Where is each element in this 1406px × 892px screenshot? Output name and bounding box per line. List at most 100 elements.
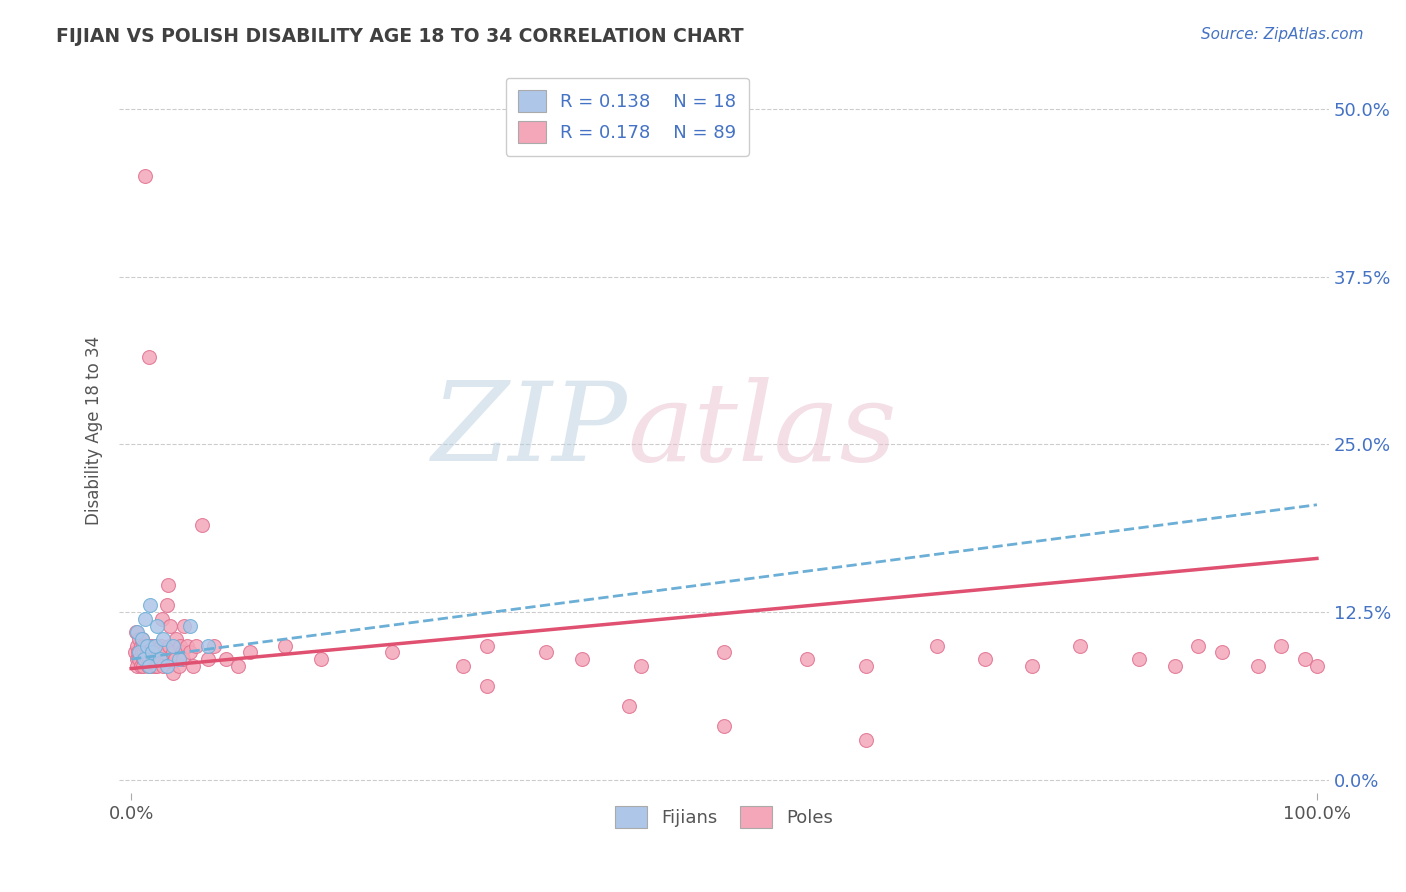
Point: [138, 658, 160, 673]
Point: [1187, 639, 1209, 653]
Point: [125, 639, 148, 653]
Point: [1306, 658, 1329, 673]
Point: [132, 639, 155, 653]
Point: [143, 639, 166, 653]
Point: [162, 665, 184, 680]
Point: [215, 652, 238, 666]
Point: [1128, 652, 1150, 666]
Point: [134, 639, 156, 653]
Point: [169, 639, 191, 653]
Point: [142, 652, 165, 666]
Point: [191, 517, 214, 532]
Point: [186, 639, 208, 653]
Point: [630, 658, 652, 673]
Point: [148, 645, 170, 659]
Point: [134, 645, 156, 659]
Point: [167, 658, 190, 673]
Point: [139, 599, 162, 613]
Point: [226, 658, 249, 673]
Point: [125, 625, 148, 640]
Point: [152, 632, 174, 646]
Point: [309, 652, 332, 666]
Point: [617, 699, 640, 714]
Point: [475, 679, 498, 693]
Text: FIJIAN VS POLISH DISABILITY AGE 18 TO 34 CORRELATION CHART: FIJIAN VS POLISH DISABILITY AGE 18 TO 34…: [56, 27, 744, 45]
Point: [1163, 658, 1185, 673]
Point: [134, 652, 156, 666]
Point: [381, 645, 404, 659]
Point: [713, 645, 735, 659]
Point: [125, 658, 148, 673]
Point: [141, 639, 163, 653]
Point: [855, 658, 877, 673]
Point: [128, 632, 150, 646]
Point: [176, 639, 198, 653]
Point: [149, 652, 172, 666]
Point: [534, 645, 557, 659]
Point: [129, 639, 152, 653]
Point: [1069, 639, 1091, 653]
Point: [796, 652, 818, 666]
Point: [163, 652, 186, 666]
Point: [131, 632, 153, 646]
Y-axis label: Disability Age 18 to 34: Disability Age 18 to 34: [86, 336, 103, 525]
Point: [139, 645, 162, 659]
Point: [134, 612, 156, 626]
Point: [1211, 645, 1233, 659]
Point: [141, 645, 163, 659]
Point: [146, 618, 169, 632]
Text: Source: ZipAtlas.com: Source: ZipAtlas.com: [1201, 27, 1364, 42]
Point: [571, 652, 593, 666]
Point: [239, 645, 262, 659]
Text: atlas: atlas: [627, 377, 897, 484]
Point: [128, 645, 150, 659]
Point: [127, 645, 149, 659]
Point: [143, 645, 166, 659]
Point: [973, 652, 995, 666]
Point: [475, 639, 498, 653]
Point: [138, 639, 160, 653]
Point: [129, 658, 152, 673]
Point: [855, 732, 877, 747]
Point: [128, 652, 150, 666]
Point: [125, 652, 148, 666]
Point: [131, 645, 153, 659]
Point: [179, 645, 201, 659]
Point: [159, 618, 181, 632]
Point: [134, 169, 156, 183]
Point: [172, 652, 194, 666]
Point: [156, 658, 179, 673]
Point: [132, 652, 155, 666]
Point: [150, 612, 173, 626]
Point: [1270, 639, 1292, 653]
Point: [1246, 658, 1268, 673]
Point: [153, 645, 176, 659]
Point: [135, 652, 157, 666]
Point: [451, 658, 474, 673]
Point: [143, 658, 166, 673]
Point: [132, 658, 155, 673]
Point: [162, 639, 184, 653]
Point: [202, 639, 225, 653]
Point: [156, 599, 179, 613]
Point: [173, 618, 195, 632]
Text: ZIP: ZIP: [432, 377, 627, 484]
Point: [131, 632, 153, 646]
Point: [157, 639, 180, 653]
Point: [135, 645, 157, 659]
Point: [197, 652, 219, 666]
Point: [124, 645, 146, 659]
Point: [1021, 658, 1043, 673]
Point: [1294, 652, 1316, 666]
Point: [149, 639, 172, 653]
Point: [152, 658, 174, 673]
Point: [145, 639, 167, 653]
Point: [927, 639, 949, 653]
Point: [135, 639, 157, 653]
Point: [179, 618, 201, 632]
Point: [149, 652, 172, 666]
Point: [197, 639, 219, 653]
Point: [165, 632, 187, 646]
Point: [172, 645, 194, 659]
Point: [156, 578, 179, 592]
